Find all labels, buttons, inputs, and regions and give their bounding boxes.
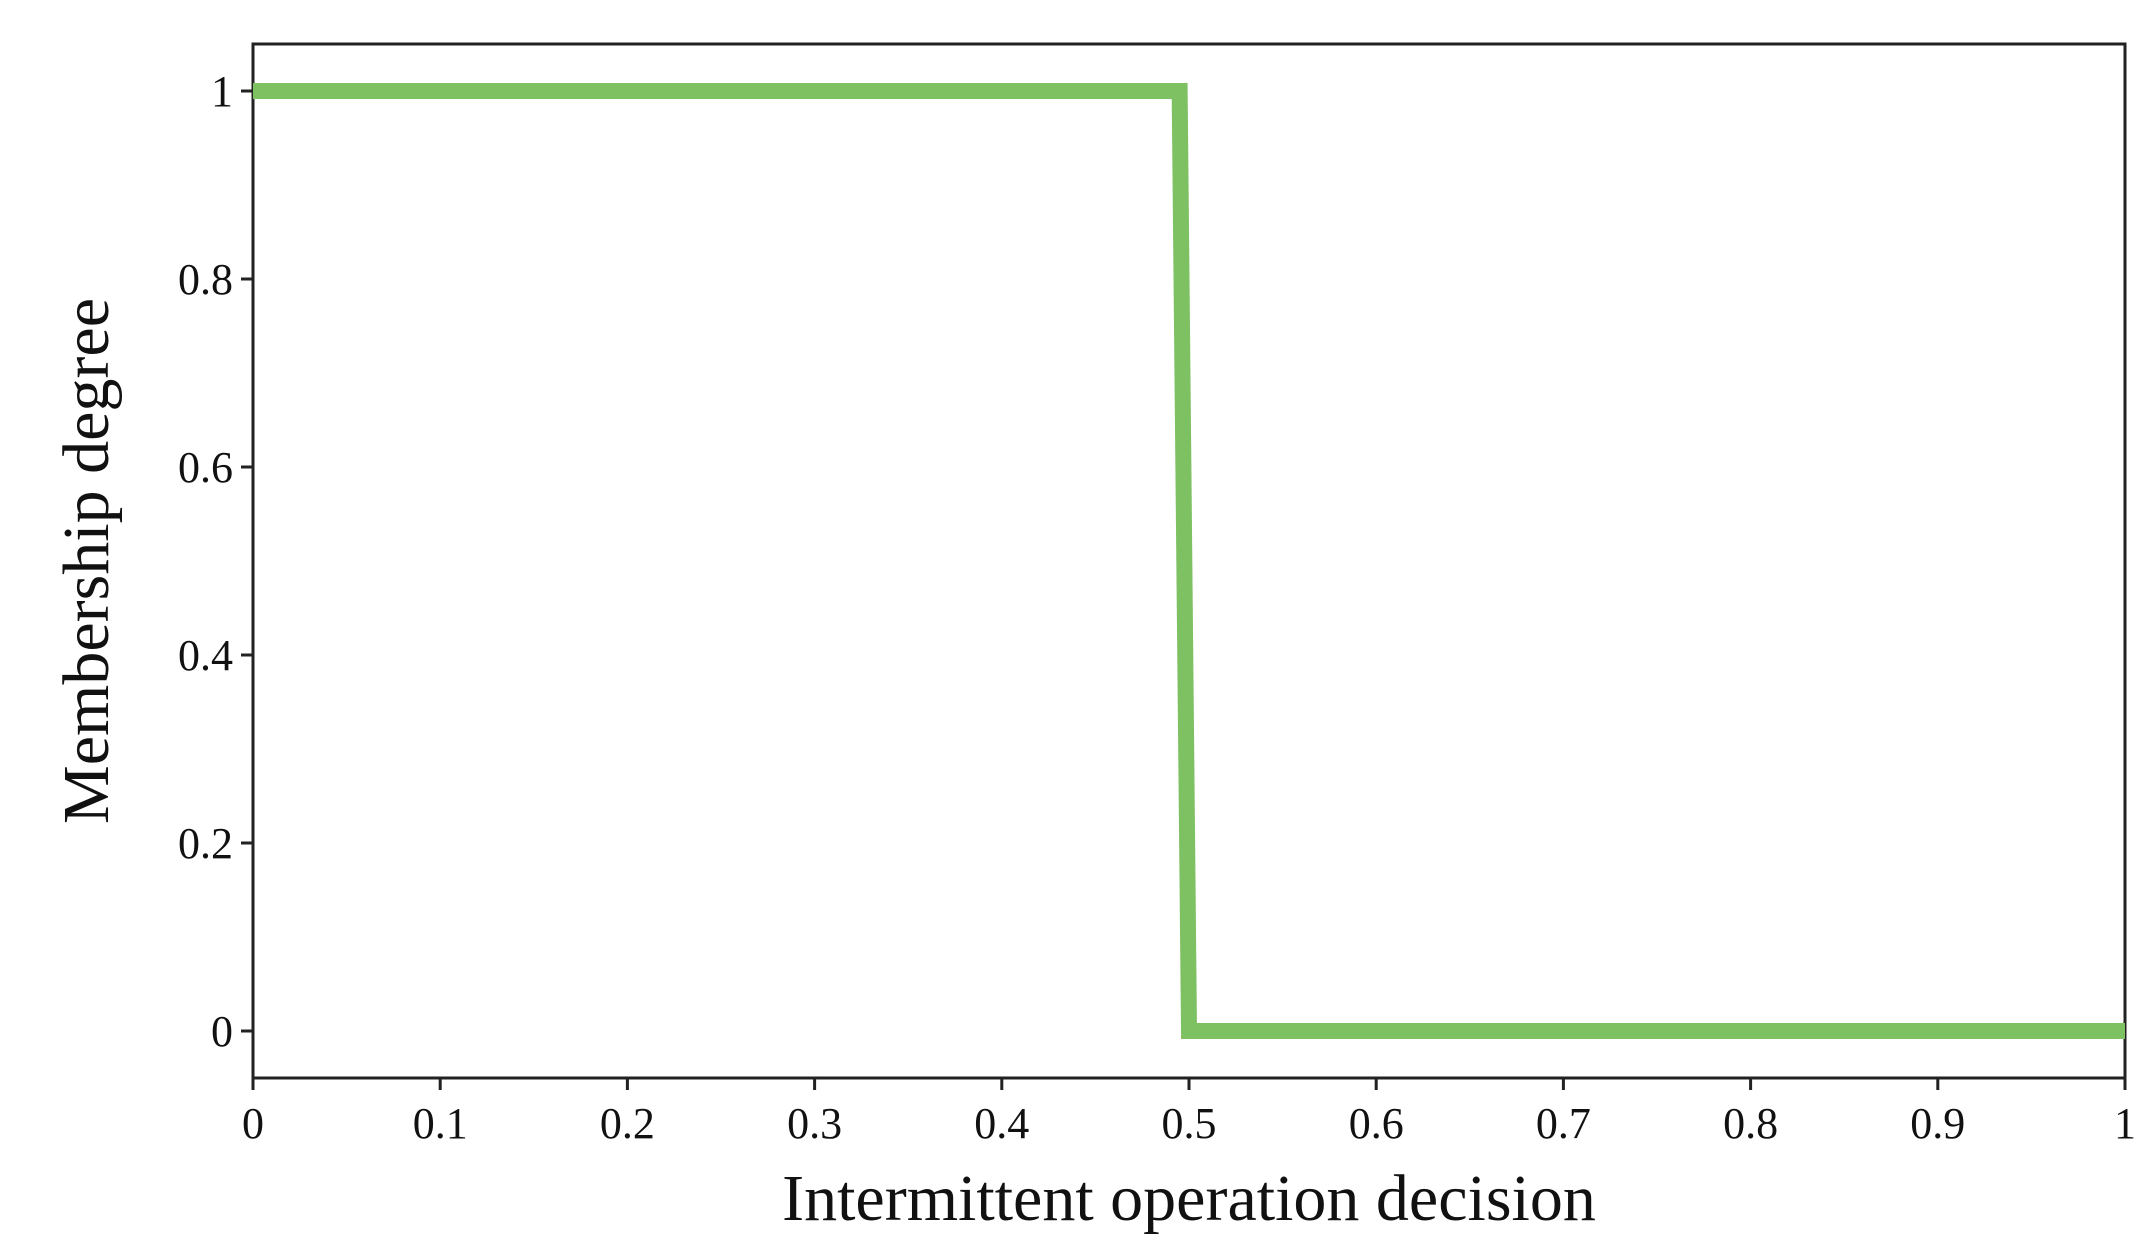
y-tick-label: 0.6 bbox=[178, 443, 233, 492]
x-tick-label: 0.3 bbox=[787, 1099, 842, 1148]
data-line bbox=[253, 83, 2125, 1039]
y-tick-label: 0.4 bbox=[178, 631, 233, 680]
x-axis-label: Intermittent operation decision bbox=[782, 1162, 1596, 1235]
y-tick-label: 0.8 bbox=[178, 255, 233, 304]
y-tick-label: 0 bbox=[211, 1007, 233, 1056]
y-tick-label: 1 bbox=[211, 67, 233, 116]
x-tick-label: 0.4 bbox=[974, 1099, 1029, 1148]
y-axis-label: Membership degree bbox=[50, 298, 123, 824]
x-tick-label: 0.7 bbox=[1536, 1099, 1591, 1148]
x-tick-label: 0.1 bbox=[413, 1099, 468, 1148]
x-tick-label: 0.5 bbox=[1162, 1099, 1217, 1148]
x-tick-label: 0 bbox=[242, 1099, 264, 1148]
x-tick-label: 0.8 bbox=[1723, 1099, 1778, 1148]
y-tick-label: 0.2 bbox=[178, 819, 233, 868]
x-tick-label: 0.6 bbox=[1349, 1099, 1404, 1148]
x-tick-label: 0.9 bbox=[1910, 1099, 1965, 1148]
x-tick-label: 0.2 bbox=[600, 1099, 655, 1148]
x-tick-label: 1 bbox=[2114, 1099, 2136, 1148]
